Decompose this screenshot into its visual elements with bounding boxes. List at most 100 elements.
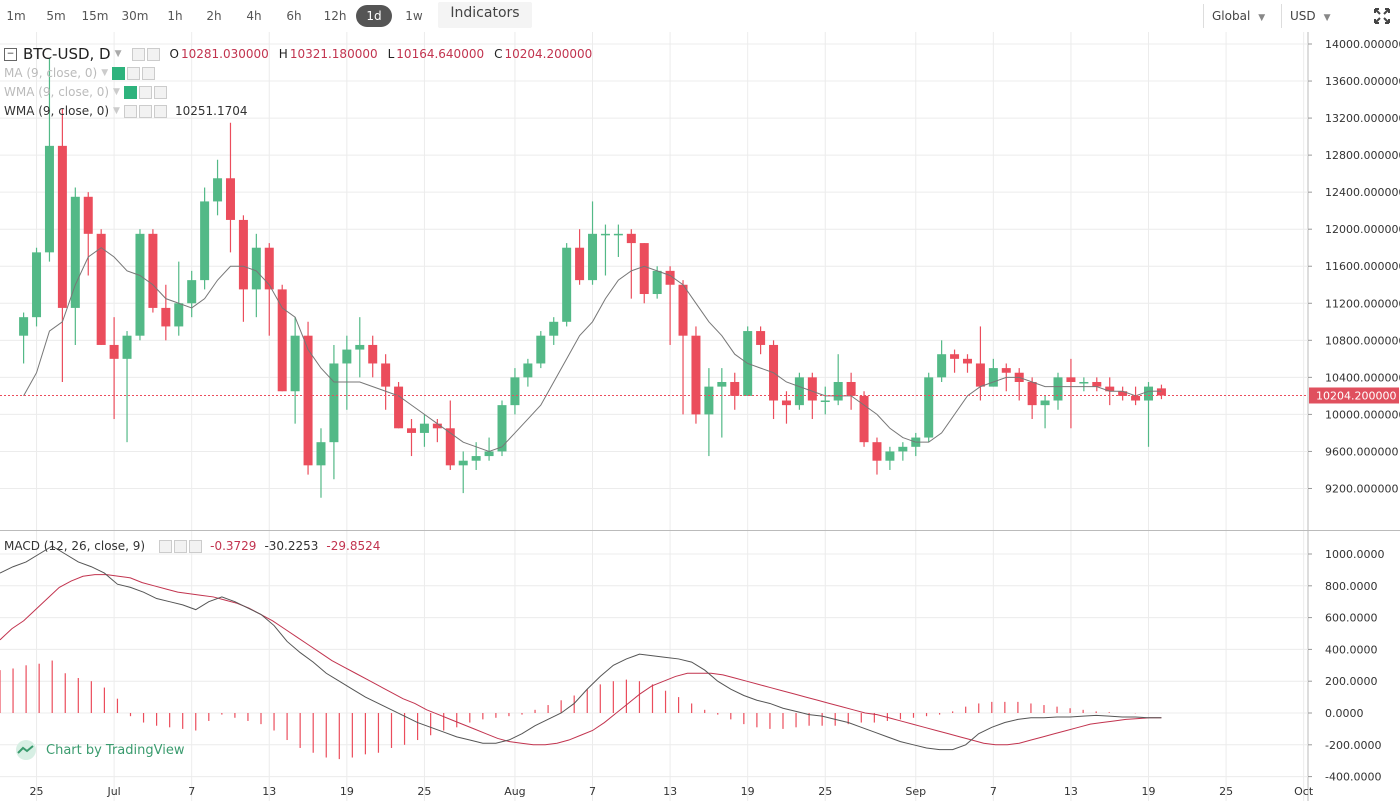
candle-body (781, 400, 791, 406)
pane-divider[interactable] (0, 530, 1400, 531)
close-icon[interactable] (153, 105, 167, 118)
candle-body (510, 377, 520, 406)
candle-body (122, 335, 132, 359)
chevron-down-icon[interactable]: ▼ (101, 68, 109, 78)
timeframe-1h[interactable]: 1h (167, 9, 183, 23)
candle-body (1105, 386, 1115, 392)
candle-body (458, 460, 468, 466)
collapse-icon[interactable]: − (4, 47, 17, 61)
candle-body (445, 428, 455, 466)
global-select[interactable]: Global ▼ (1203, 4, 1278, 28)
candle-body (394, 386, 404, 429)
timeframe-6h[interactable]: 6h (286, 9, 302, 23)
candle-body (355, 344, 365, 350)
candle-body (1118, 391, 1128, 396)
price-chart[interactable]: 14000.000000 13600.000000 13200.000000 1280… (0, 32, 1400, 530)
settings-icon[interactable] (127, 67, 141, 80)
timeframe-30m[interactable]: 30m (121, 9, 149, 23)
macd-tick-label: -400.0000 (1325, 771, 1381, 784)
macd-tick-label: 400.0000 (1325, 643, 1378, 656)
candle-body (872, 442, 882, 461)
candle-body (109, 344, 119, 359)
timeframe-1m[interactable]: 1m (6, 9, 26, 23)
chevron-down-icon: ▼ (1258, 13, 1266, 23)
candle-body (988, 368, 998, 387)
chevron-down-icon[interactable]: ▼ (113, 87, 120, 97)
candle-body (704, 386, 714, 415)
timeframe-2h[interactable]: 2h (206, 9, 222, 23)
date-tick-label: 25 (417, 785, 431, 798)
candle-body (1066, 377, 1076, 382)
tradingview-watermark[interactable]: Chart by TradingView (12, 740, 184, 760)
candle-body (626, 233, 636, 244)
candle-body (859, 395, 869, 443)
hide-icon[interactable] (159, 540, 173, 553)
candle-body (1144, 386, 1154, 401)
close-icon[interactable] (189, 540, 203, 553)
settings-icon[interactable] (131, 47, 145, 61)
timeframe-1w[interactable]: 1w (405, 9, 423, 23)
eye-icon[interactable] (112, 67, 126, 80)
chevron-down-icon[interactable]: ▼ (114, 48, 122, 59)
candle-body (588, 233, 598, 281)
date-tick-label: 25 (30, 785, 44, 798)
candle-body (70, 196, 80, 308)
candle-body (277, 289, 287, 392)
candle-body (575, 247, 585, 281)
candle-body (187, 280, 197, 304)
candle-body (794, 377, 804, 406)
candle-body (316, 442, 326, 466)
timeframe-15m[interactable]: 15m (81, 9, 109, 23)
candle-body (962, 358, 972, 364)
chevron-down-icon[interactable]: ▼ (113, 106, 120, 116)
candle-body (691, 335, 701, 415)
chevron-down-icon: ▼ (1323, 13, 1331, 23)
price-tick-label: 9600.000000 (1325, 445, 1398, 458)
ma-indicator-label[interactable]: MA (9, close, 0) (4, 66, 98, 80)
close-icon[interactable] (153, 86, 167, 99)
high-label: H (278, 46, 288, 61)
macd-label[interactable]: MACD (12, 26, close, 9) (4, 539, 146, 553)
date-tick-label: 13 (1064, 785, 1078, 798)
candle-body (200, 201, 210, 281)
price-tick-label: 12000.000000 (1325, 223, 1400, 236)
symbol-label: BTC-USD, D (23, 44, 111, 63)
global-select-value: Global (1212, 9, 1251, 23)
indicators-button[interactable]: Indicators (438, 2, 532, 28)
candle-body (717, 381, 727, 387)
settings-icon[interactable] (174, 540, 188, 553)
settings-icon[interactable] (138, 86, 152, 99)
price-tick-label: 10000.000000 (1325, 408, 1400, 421)
hide-icon[interactable] (146, 47, 160, 61)
candle-body (549, 321, 559, 336)
wma-active-label[interactable]: WMA (9, close, 0) (4, 104, 110, 118)
timeframe-12h[interactable]: 12h (323, 9, 347, 23)
hide-icon[interactable] (123, 105, 137, 118)
candle-body (639, 243, 649, 295)
macd-legend: MACD (12, 26, close, 9) -0.3729 -30.2253… (0, 537, 380, 556)
date-tick-label: 7 (188, 785, 195, 798)
candle-body (44, 145, 54, 253)
macd-chart[interactable]: 1000.0000 800.0000 600.0000 400.0000 200.000… (0, 531, 1400, 801)
date-tick-label: 7 (589, 785, 596, 798)
close-icon[interactable] (142, 67, 156, 80)
candle-body (161, 307, 171, 327)
candle-body (756, 331, 766, 345)
candle-body (32, 252, 42, 318)
candle-body (1001, 368, 1011, 373)
fullscreen-icon[interactable] (1374, 8, 1390, 24)
candle-body (148, 233, 158, 308)
candle-body (381, 363, 391, 387)
wma-indicator-label[interactable]: WMA (9, close, 0) (4, 85, 110, 99)
timeframe-4h[interactable]: 4h (246, 9, 262, 23)
candle-body (1131, 395, 1141, 401)
timeframe-5m[interactable]: 5m (46, 9, 66, 23)
price-tick-label: 12400.000000 (1325, 186, 1400, 199)
settings-icon[interactable] (138, 105, 152, 118)
eye-icon[interactable] (123, 86, 137, 99)
timeframe-1d[interactable]: 1d (356, 5, 392, 27)
candle-body (613, 233, 623, 236)
currency-select[interactable]: USD ▼ (1281, 4, 1354, 28)
low-label: L (387, 46, 395, 61)
